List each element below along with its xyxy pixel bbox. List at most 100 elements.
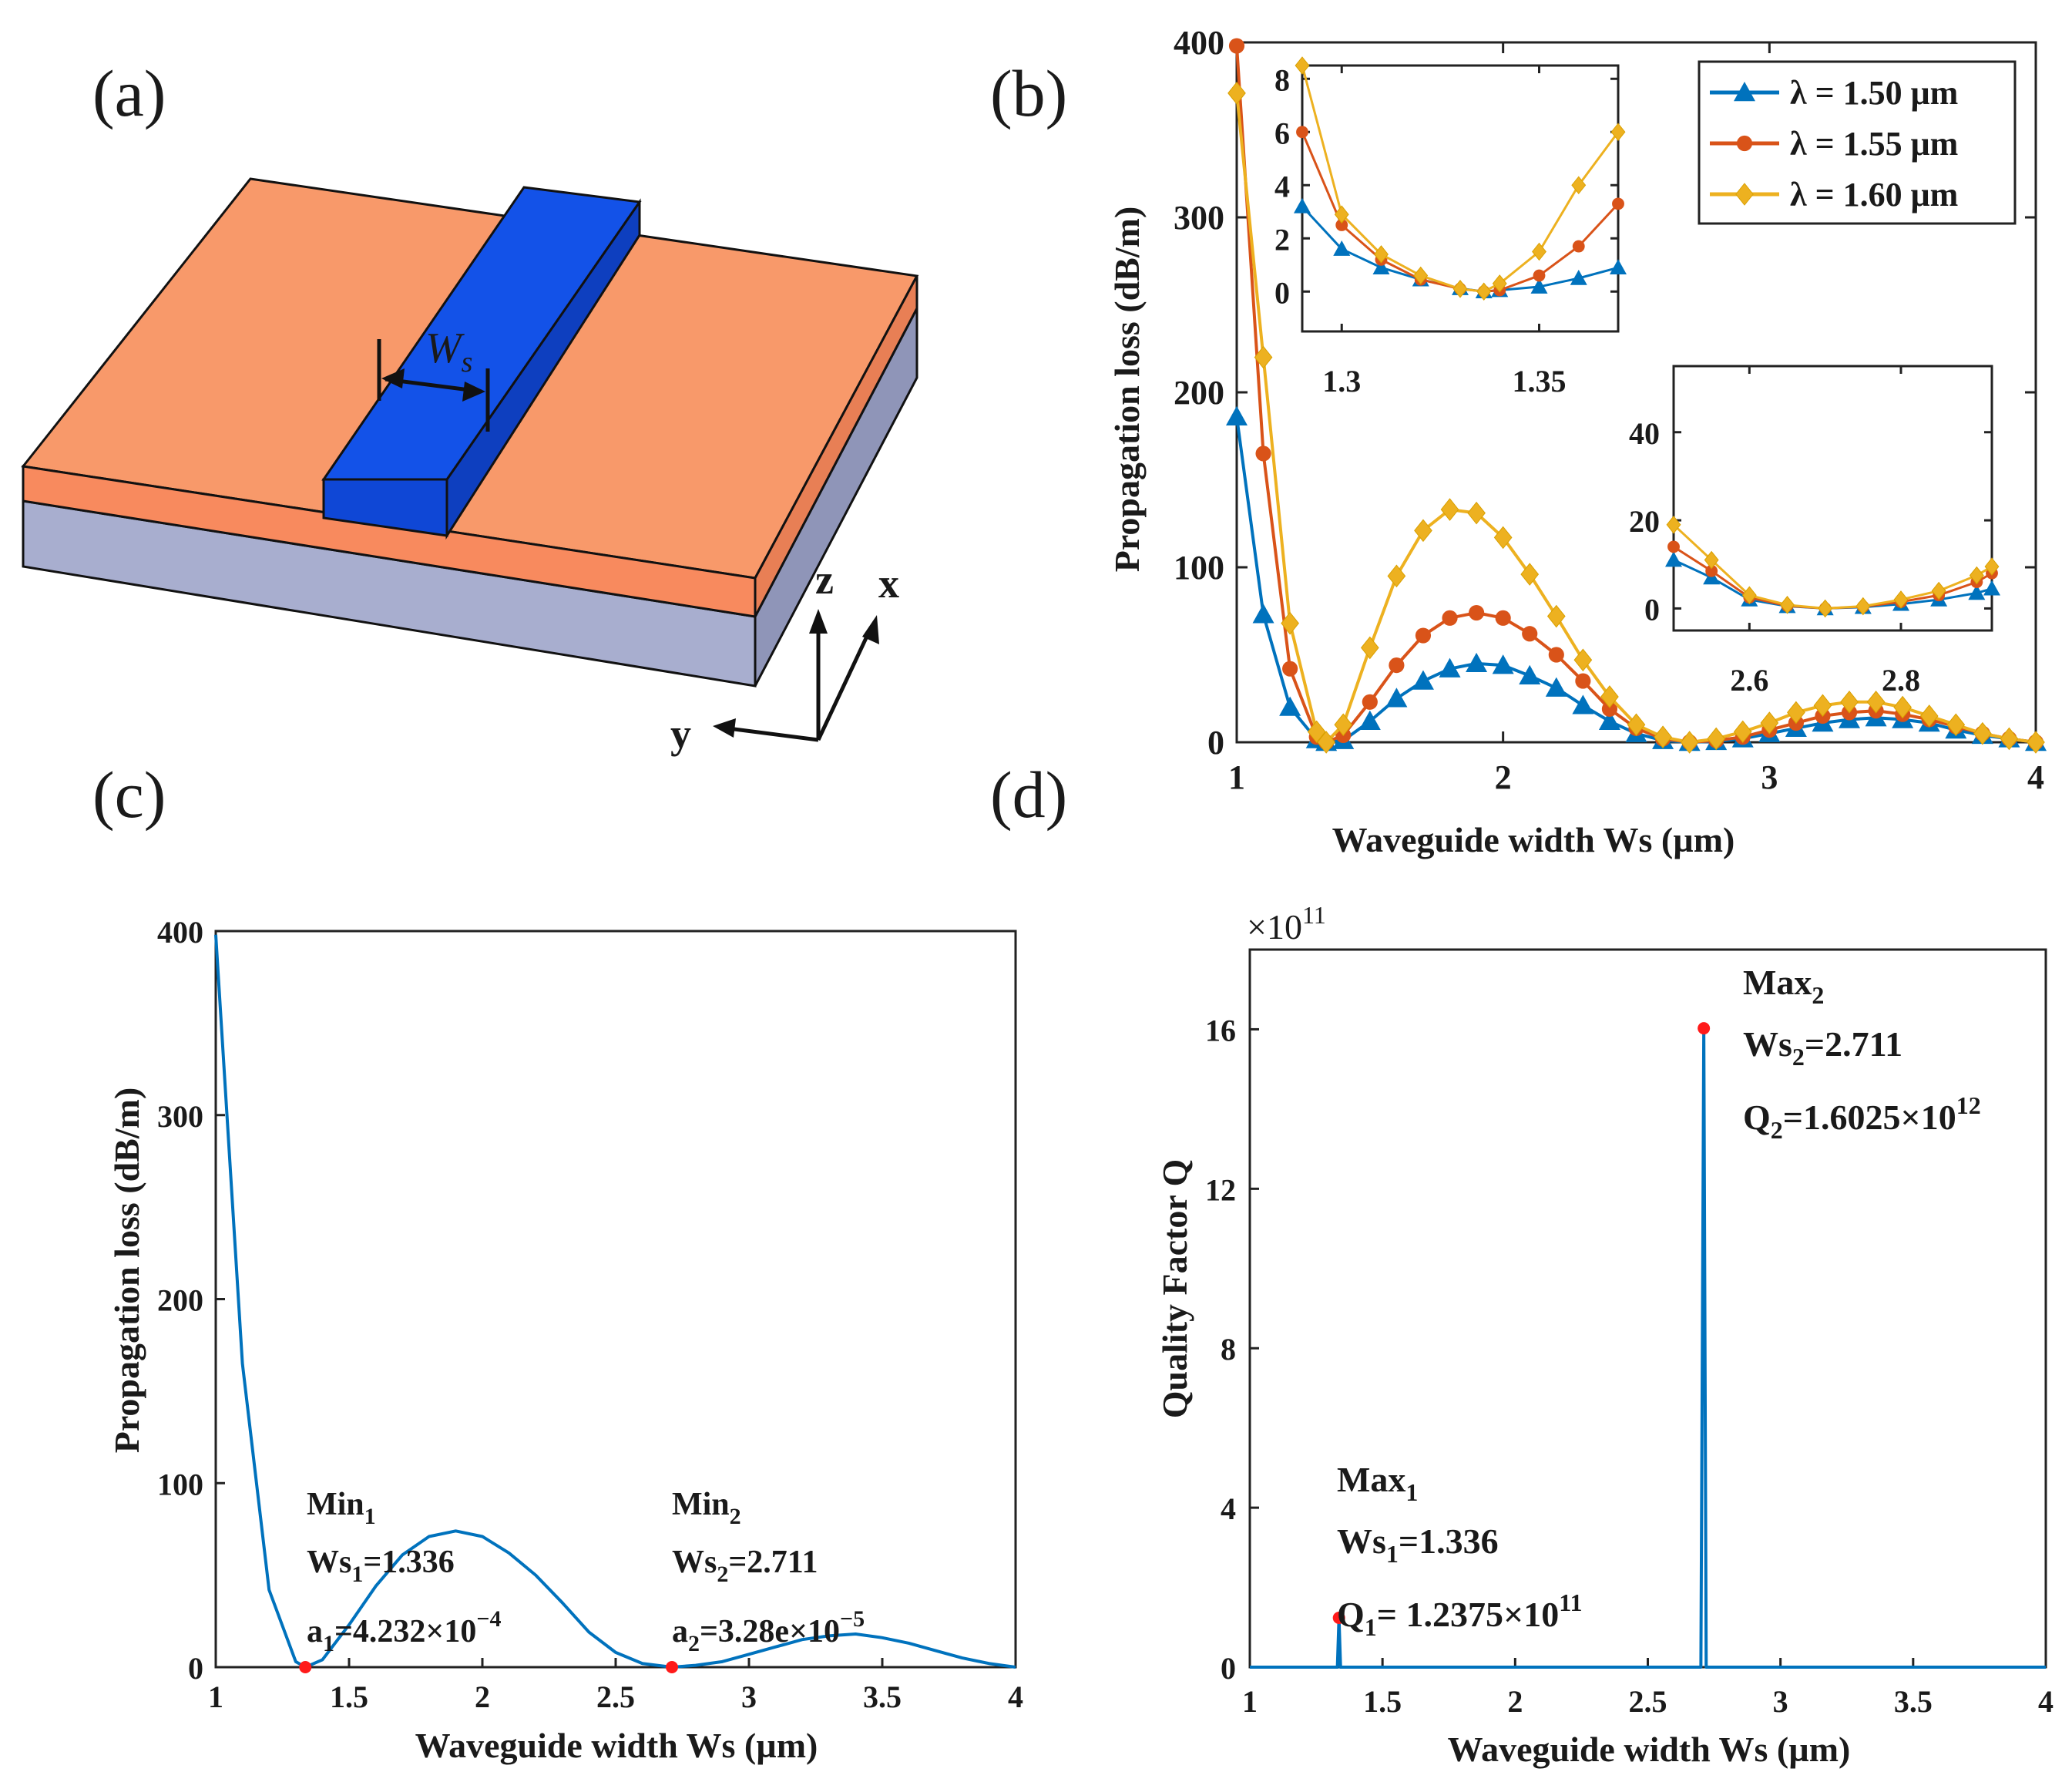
y-tick-label: 20 xyxy=(1629,504,1660,539)
data-point xyxy=(1335,219,1348,231)
data-point xyxy=(1374,245,1389,264)
data-point xyxy=(1840,690,1859,714)
plot-area xyxy=(1248,948,2047,1669)
chart-b-ylabel: Propagation loss (dB/m) xyxy=(1107,207,1147,573)
data-point xyxy=(1415,627,1432,644)
annotation-width: Ws2=2.711 xyxy=(672,1545,818,1587)
y-tick-label: 6 xyxy=(1274,116,1290,150)
chart-d-exponent: ×1011 xyxy=(1247,901,1326,946)
series-line xyxy=(1301,65,1620,293)
data-point xyxy=(1414,519,1432,543)
chart-b-inset-zoom-1: 1.3 1.35 0 2 4 6 8 xyxy=(1274,56,1627,398)
data-point xyxy=(1818,599,1833,618)
panel-a: (a) Ws xyxy=(21,56,919,757)
x-tick-label: 1.5 xyxy=(1363,1684,1402,1719)
data-point xyxy=(1855,597,1871,616)
annotation-width: Ws1=1.336 xyxy=(1337,1521,1499,1568)
chart-d-annotation-max1: Max1 Ws1=1.336 Q1= 1.2375×1011 xyxy=(1337,1460,1582,1641)
y-tick-label: 200 xyxy=(1174,374,1224,412)
axis-z-label: z xyxy=(815,556,834,603)
data-point xyxy=(1704,550,1719,570)
data-point xyxy=(1358,710,1381,730)
data-point xyxy=(1295,56,1310,75)
data-point xyxy=(1570,270,1587,285)
data-point xyxy=(1467,501,1486,525)
y-tick-label: 0 xyxy=(1644,592,1660,627)
y-tick-label: 8 xyxy=(1274,62,1290,97)
x-tick-label: 1.3 xyxy=(1322,364,1361,398)
data-point xyxy=(1385,688,1408,708)
chart-d-xlabel: Waveguide width Ws (µm) xyxy=(1448,1730,1851,1769)
y-tick-label: 400 xyxy=(157,915,203,950)
data-point xyxy=(1334,713,1353,737)
data-point xyxy=(1281,611,1299,635)
axis-y-label: y xyxy=(670,711,691,757)
width-label: Ws xyxy=(425,324,472,378)
data-point xyxy=(1973,721,1992,745)
data-point xyxy=(1780,596,1795,614)
x-tick-label: 3.5 xyxy=(1894,1684,1933,1719)
annotation-loss: a2=3.28e×10−5 xyxy=(672,1606,865,1656)
data-point xyxy=(1522,626,1538,642)
data-point xyxy=(1667,540,1680,553)
data-point xyxy=(1627,713,1646,737)
data-point xyxy=(1279,696,1301,716)
data-point xyxy=(1387,564,1406,588)
data-point xyxy=(1226,405,1248,425)
data-point xyxy=(1813,694,1832,718)
y-tick-label: 8 xyxy=(1221,1332,1236,1367)
x-tick-label: 2 xyxy=(1495,758,1512,796)
data-point xyxy=(1307,720,1326,744)
data-point xyxy=(1440,498,1459,521)
data-point xyxy=(2000,727,2019,751)
data-point xyxy=(1469,604,1485,621)
chart-d: 1 1.5 2 2.5 3 3.5 4 0 4 8 12 16 xyxy=(1205,948,2054,1719)
chart-d-annotation-max2: Max2 Ws2=2.711 Q2=1.6025×1012 xyxy=(1743,963,1981,1144)
annotation-width: Ws2=2.711 xyxy=(1743,1024,1902,1071)
data-point xyxy=(1533,269,1546,282)
data-point xyxy=(1572,694,1594,714)
x-tick-label: 3.5 xyxy=(863,1679,902,1714)
data-point xyxy=(1530,278,1548,294)
x-tick-label: 2.5 xyxy=(1629,1684,1667,1719)
data-point xyxy=(1545,677,1567,697)
legend-label: λ = 1.50 μm xyxy=(1790,74,1958,112)
data-point xyxy=(1984,557,2000,576)
ridge-front xyxy=(322,478,448,537)
annotation-width: Ws1=1.336 xyxy=(307,1545,455,1587)
x-tick-label: 2 xyxy=(1507,1684,1523,1719)
panel-c: (c) 1 1.5 2 2.5 3 3.5 4 0 100 200 300 400 Waveguide… xyxy=(92,758,1023,1765)
axis-x-label: x xyxy=(878,560,899,607)
width-marker: Ws xyxy=(377,324,490,432)
annotation-title: Max1 xyxy=(1337,1460,1418,1506)
data-point xyxy=(2027,731,2045,754)
y-tick-label: 100 xyxy=(157,1467,203,1501)
data-point xyxy=(1610,123,1626,142)
data-point xyxy=(1254,345,1273,369)
y-tick-label: 16 xyxy=(1205,1013,1236,1047)
x-tick-label: 1 xyxy=(208,1679,223,1714)
data-point xyxy=(1736,135,1753,152)
data-point xyxy=(1252,604,1274,624)
minimum-point xyxy=(299,1661,312,1673)
y-tick-label: 4 xyxy=(1274,169,1290,203)
y-tick-label: 400 xyxy=(1174,24,1224,62)
x-tick-label: 1.5 xyxy=(330,1679,368,1714)
data-point xyxy=(1520,563,1540,586)
data-point xyxy=(1983,580,2000,596)
data-point xyxy=(1495,610,1511,626)
data-point xyxy=(1666,515,1681,534)
data-point xyxy=(1707,727,1726,751)
x-tick-label: 1 xyxy=(1228,758,1245,796)
annotation-title: Min2 xyxy=(672,1487,741,1529)
data-point xyxy=(1389,657,1405,674)
data-point xyxy=(1296,126,1308,139)
y-tick-label: 0 xyxy=(188,1651,203,1686)
data-point xyxy=(1968,584,1986,600)
chart-c-annotation-min1: Min1 Ws1=1.336 a1=4.232×10−4 xyxy=(307,1487,501,1656)
y-tick-label: 12 xyxy=(1205,1172,1236,1207)
data-point xyxy=(1760,711,1779,735)
data-point xyxy=(1575,673,1591,689)
data-point xyxy=(1492,274,1507,293)
data-point xyxy=(1735,183,1754,206)
